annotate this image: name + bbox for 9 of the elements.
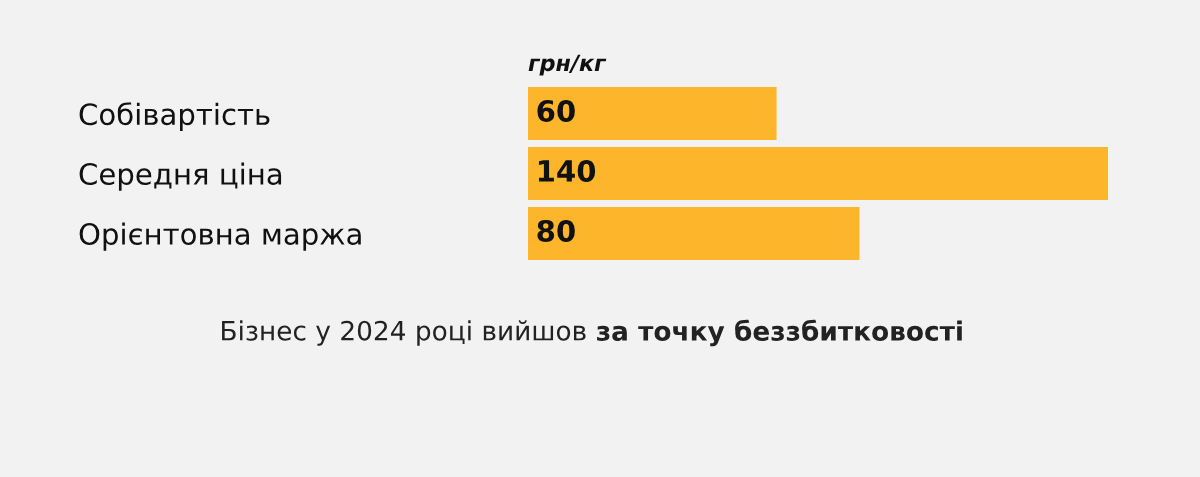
text: за точку беззбитковості [597, 319, 962, 347]
y-tick-label: Середня ціна [79, 162, 282, 191]
data-label: 60 [537, 99, 575, 122]
data-label: 140 [538, 159, 596, 182]
chart-title: грн/кг [528, 54, 607, 76]
y-tick-label: Собівартість [79, 102, 270, 131]
data-label: 80 [537, 219, 575, 242]
y-tick-label: Орієнтовна маржа [79, 222, 361, 251]
text: Бізнес у 2024 році вийшов [222, 320, 586, 346]
